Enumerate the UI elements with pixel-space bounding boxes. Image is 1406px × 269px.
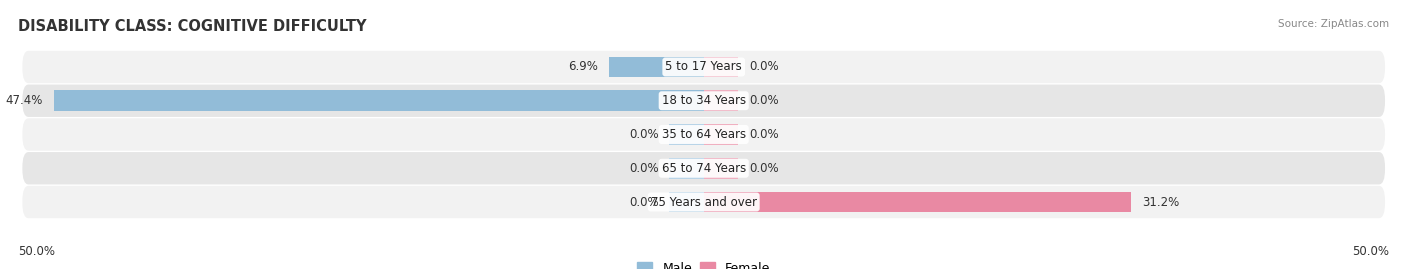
- Text: 50.0%: 50.0%: [1353, 245, 1389, 258]
- Text: 35 to 64 Years: 35 to 64 Years: [662, 128, 745, 141]
- FancyBboxPatch shape: [22, 152, 1385, 185]
- Text: 0.0%: 0.0%: [628, 128, 658, 141]
- Text: 0.0%: 0.0%: [749, 94, 779, 107]
- Bar: [704, 90, 738, 111]
- Text: Source: ZipAtlas.com: Source: ZipAtlas.com: [1278, 19, 1389, 29]
- Text: 0.0%: 0.0%: [628, 162, 658, 175]
- FancyBboxPatch shape: [22, 186, 1385, 218]
- Text: 0.0%: 0.0%: [749, 162, 779, 175]
- Bar: [669, 158, 704, 179]
- Text: 0.0%: 0.0%: [749, 128, 779, 141]
- Text: 31.2%: 31.2%: [1142, 196, 1180, 208]
- Bar: [704, 192, 1132, 213]
- Bar: [704, 158, 738, 179]
- Bar: [704, 56, 738, 77]
- Text: 0.0%: 0.0%: [628, 196, 658, 208]
- Bar: [669, 124, 704, 145]
- Text: DISABILITY CLASS: COGNITIVE DIFFICULTY: DISABILITY CLASS: COGNITIVE DIFFICULTY: [18, 19, 367, 34]
- Text: 0.0%: 0.0%: [749, 61, 779, 73]
- Bar: [669, 192, 704, 213]
- Text: 5 to 17 Years: 5 to 17 Years: [665, 61, 742, 73]
- Text: 65 to 74 Years: 65 to 74 Years: [662, 162, 745, 175]
- FancyBboxPatch shape: [22, 118, 1385, 151]
- Bar: [53, 90, 704, 111]
- Text: 47.4%: 47.4%: [6, 94, 44, 107]
- Bar: [704, 124, 738, 145]
- Legend: Male, Female: Male, Female: [633, 257, 775, 269]
- FancyBboxPatch shape: [22, 84, 1385, 117]
- FancyBboxPatch shape: [22, 51, 1385, 83]
- Text: 75 Years and over: 75 Years and over: [651, 196, 756, 208]
- Text: 50.0%: 50.0%: [18, 245, 55, 258]
- Bar: [609, 56, 704, 77]
- Text: 6.9%: 6.9%: [568, 61, 598, 73]
- Text: 18 to 34 Years: 18 to 34 Years: [662, 94, 745, 107]
